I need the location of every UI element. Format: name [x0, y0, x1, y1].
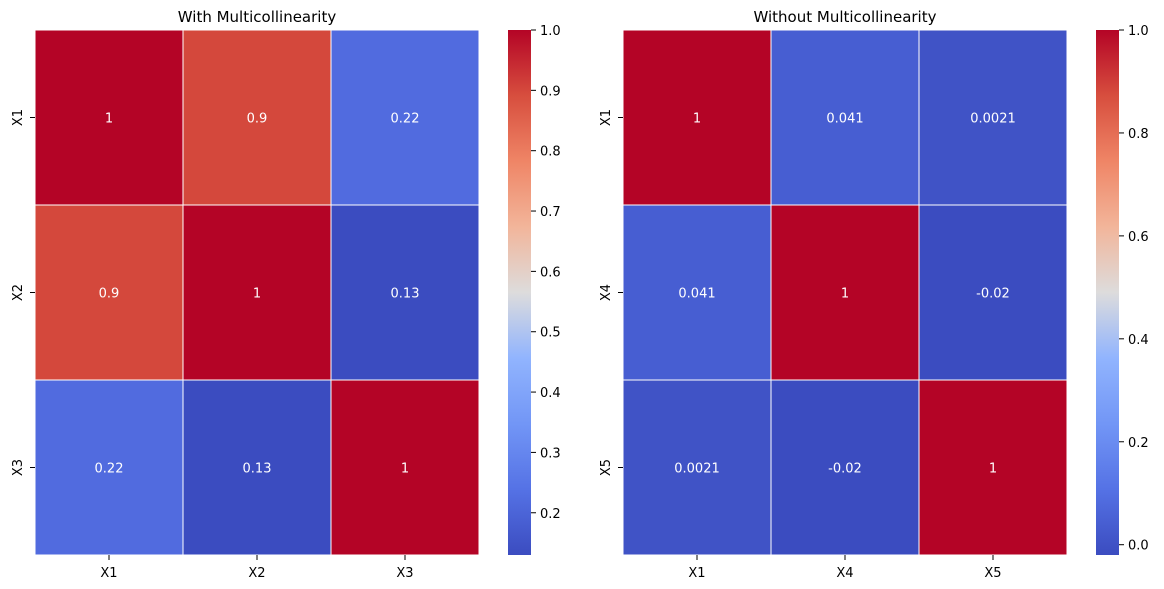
cell-annotation: 1	[841, 287, 849, 302]
y-tick-label: X2	[11, 284, 26, 301]
colorbar-tick-label: 0.9	[540, 84, 561, 99]
y-tick-label: X1	[11, 109, 26, 126]
heatmap-panel-without-multicollinearity: Without Multicollinearity 1 0.041 0.0021 0.0…	[599, 8, 1149, 581]
y-tick-label: X1	[599, 109, 614, 126]
colorbar-tick-label: 0.3	[540, 446, 561, 461]
cell-annotation: 0.0021	[970, 112, 1016, 127]
chart-title: Without Multicollinearity	[753, 8, 936, 26]
x-tick-label: X1	[688, 566, 705, 581]
cell-annotation: -0.02	[828, 462, 862, 477]
heatmap-cell	[330, 204, 480, 381]
heatmap-cell	[182, 204, 332, 381]
heatmap-cell	[918, 29, 1068, 206]
cell-annotation: 0.22	[391, 112, 420, 127]
cell-annotation: 1	[693, 112, 701, 127]
cell-annotation: 1	[989, 462, 997, 477]
x-tick-label: X3	[396, 566, 413, 581]
cell-annotation: 0.041	[678, 287, 715, 302]
colorbar-tick-label: 0.5	[540, 326, 561, 341]
colorbar	[508, 30, 531, 555]
cell-annotation: 0.13	[243, 462, 272, 477]
heatmap-cell	[330, 29, 480, 206]
colorbar-tick-label: 0.4	[540, 386, 561, 401]
heatmap-cell	[34, 29, 184, 206]
chart-title: With Multicollinearity	[178, 8, 337, 26]
cell-annotation: 1	[253, 287, 261, 302]
heatmap-cell	[34, 204, 184, 381]
colorbar	[1096, 30, 1119, 555]
colorbar-tick-label: 0.8	[540, 145, 561, 160]
y-tick-label: X3	[11, 459, 26, 476]
cell-annotation: 0.22	[95, 462, 124, 477]
x-tick-label: X2	[248, 566, 265, 581]
cell-annotation: 0.13	[391, 287, 420, 302]
heatmap-cell	[770, 29, 920, 206]
colorbar-tick-label: 0.2	[1128, 436, 1149, 451]
heatmap-cell	[918, 204, 1068, 381]
x-tick-label: X4	[836, 566, 853, 581]
heatmap-cell	[622, 29, 772, 206]
colorbar-tick-label: 0.2	[540, 507, 561, 522]
cell-annotation: 0.0021	[674, 462, 720, 477]
colorbar-tick-label: 0.7	[540, 205, 561, 220]
cell-annotation: 1	[401, 462, 409, 477]
heatmap-cell	[770, 379, 920, 556]
x-tick-label: X1	[100, 566, 117, 581]
heatmap-panel-with-multicollinearity: With Multicollinearity 1 0.9 0.22 0.9 1 0.13 0.…	[11, 8, 561, 581]
heatmap-cell	[182, 379, 332, 556]
cell-annotation: 0.041	[826, 112, 863, 127]
y-tick-label: X4	[599, 284, 614, 301]
heatmap-cell	[918, 379, 1068, 556]
colorbar-tick-label: 1.0	[1128, 24, 1149, 39]
cell-annotation: 1	[105, 112, 113, 127]
colorbar-tick-label: 0.8	[1128, 127, 1149, 142]
cell-annotation: 0.9	[247, 112, 268, 127]
colorbar-tick-label: 0.6	[540, 265, 561, 280]
heatmap-cell	[182, 29, 332, 206]
colorbar-tick-label: 0.6	[1128, 230, 1149, 245]
colorbar-tick-label: 1.0	[540, 24, 561, 39]
colorbar-tick-label: 0.4	[1128, 333, 1149, 348]
colorbar-tick-label: 0.0	[1128, 539, 1149, 554]
y-tick-label: X5	[599, 459, 614, 476]
cell-annotation: 0.9	[99, 287, 120, 302]
heatmap-cell	[770, 204, 920, 381]
cell-annotation: -0.02	[976, 287, 1010, 302]
heatmap-cell	[34, 379, 184, 556]
x-tick-label: X5	[984, 566, 1001, 581]
